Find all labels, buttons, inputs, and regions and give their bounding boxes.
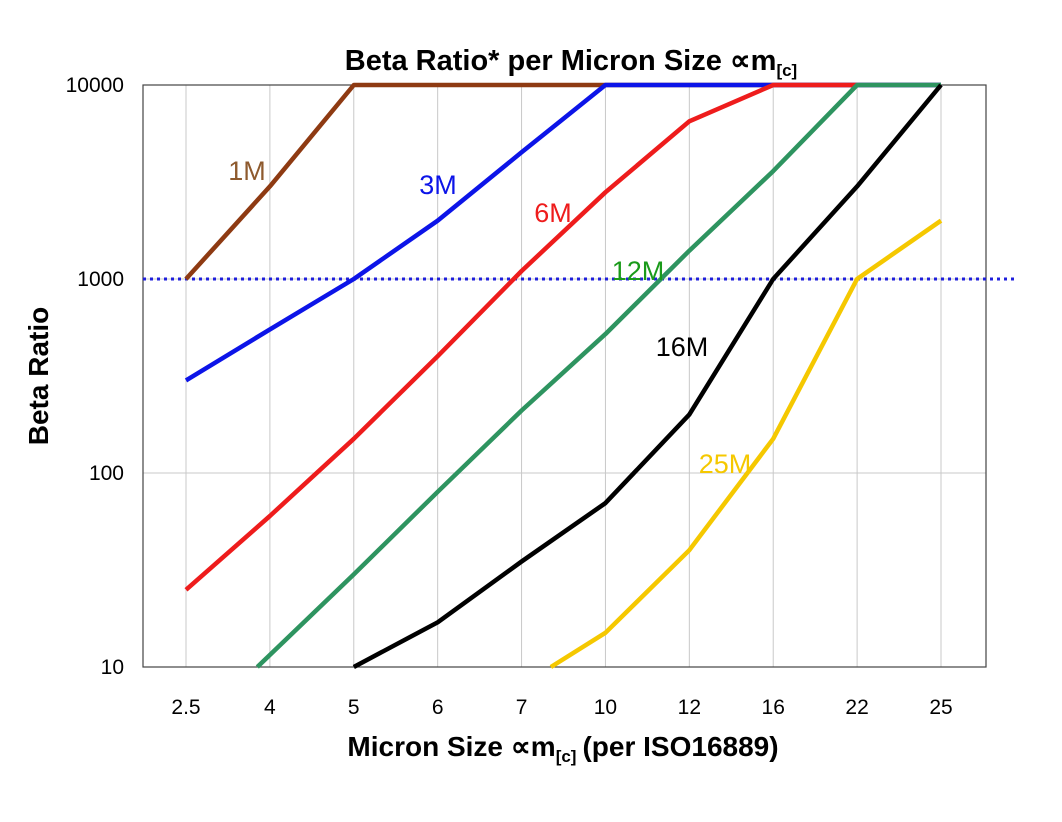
y-tick-label: 10000	[66, 74, 124, 97]
series-label-3m: 3M	[419, 170, 457, 200]
x-tick-label: 4	[264, 696, 276, 719]
x-tick-label: 22	[845, 696, 868, 719]
chart-title: Beta Ratio* per Micron Size ∝m[c]	[345, 45, 797, 80]
grid-layer	[142, 84, 987, 668]
series-line-25m	[549, 218, 943, 669]
x-tick-label: 12	[678, 696, 701, 719]
series-layer	[184, 82, 943, 669]
chart-title-unit-subscript: [c]	[776, 61, 797, 80]
series-label-1m: 1M	[228, 156, 266, 186]
y-tick-label: 10	[101, 656, 124, 679]
series-labels: 1M 3M 6M 12M 16M 25M	[228, 156, 751, 479]
series-label-12m: 12M	[612, 256, 665, 286]
x-tick-label: 6	[432, 696, 444, 719]
series-label-6m: 6M	[534, 198, 572, 228]
x-tick-label: 25	[929, 696, 952, 719]
y-tick-label: 100	[89, 462, 124, 485]
x-axis-title-suffix: (per ISO16889)	[582, 731, 778, 762]
x-axis-title-text: Micron Size	[347, 731, 503, 762]
series-label-25m: 25M	[699, 449, 752, 479]
y-tick-labels: 10 100 1000 10000	[66, 74, 124, 679]
chart-title-unit: ∝m	[730, 45, 777, 77]
series-line-6m	[184, 82, 858, 592]
x-tick-label: 16	[762, 696, 785, 719]
x-axis-title-unit: ∝m	[511, 731, 556, 762]
series-line-16m	[352, 83, 943, 669]
x-tick-labels: 2.5 4 5 6 7 10 12 16 22 25	[171, 696, 952, 719]
x-axis-title-unit-subscript: [c]	[556, 747, 577, 766]
series-label-16m: 16M	[656, 332, 709, 362]
x-tick-label: 10	[594, 696, 617, 719]
y-axis-title: Beta Ratio	[23, 307, 54, 445]
x-tick-label: 5	[348, 696, 360, 719]
series-line-12m	[255, 82, 941, 669]
x-axis-title: Micron Size ∝m[c] (per ISO16889)	[347, 731, 778, 766]
x-tick-label: 2.5	[171, 696, 200, 719]
x-tick-label: 7	[516, 696, 528, 719]
chart-title-text: Beta Ratio* per Micron Size	[345, 45, 722, 77]
y-tick-label: 1000	[77, 268, 124, 291]
